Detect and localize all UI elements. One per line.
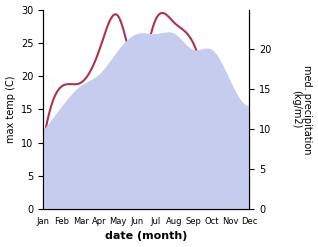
X-axis label: date (month): date (month) xyxy=(105,231,188,242)
Y-axis label: med. precipitation
(kg/m2): med. precipitation (kg/m2) xyxy=(291,65,313,154)
Y-axis label: max temp (C): max temp (C) xyxy=(5,76,16,143)
